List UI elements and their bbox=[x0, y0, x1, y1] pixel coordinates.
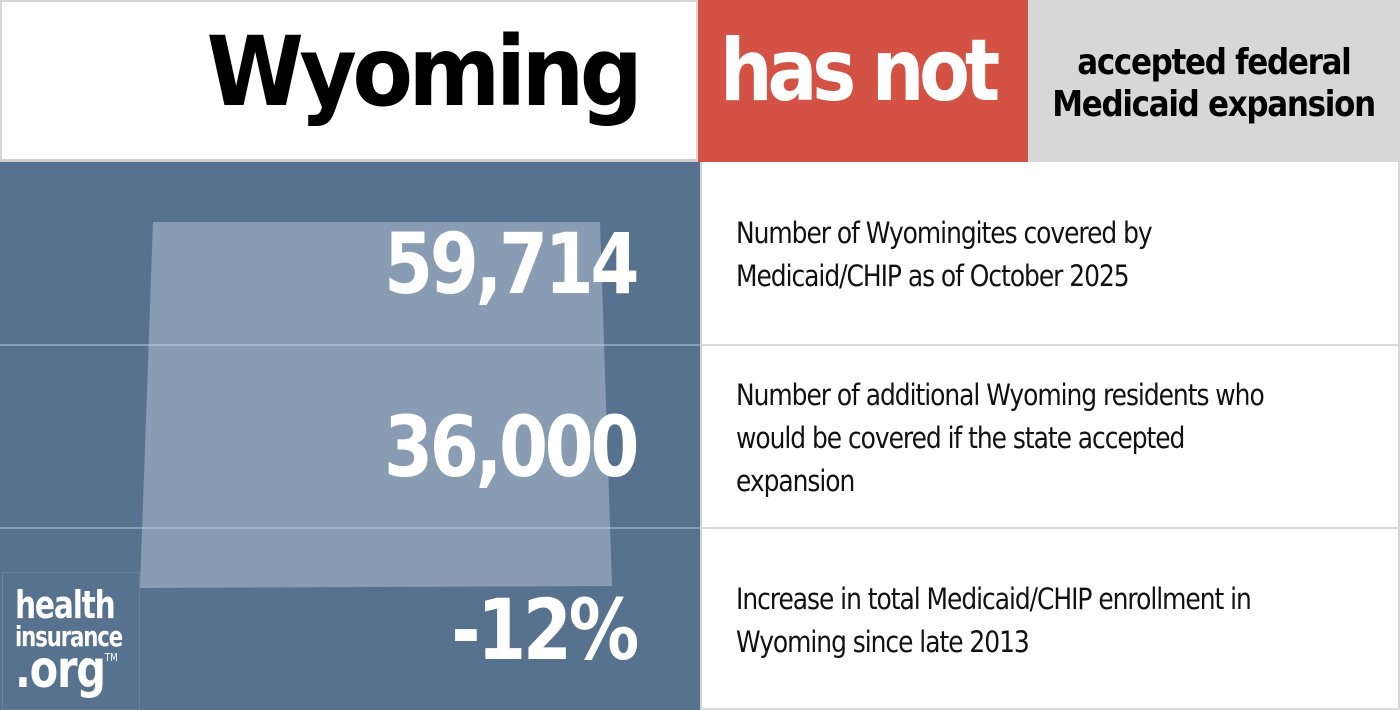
stat-description-additional-coverage: Number of additional Wyoming residents w… bbox=[736, 378, 1265, 498]
stats-description-panel: Number of Wyomingites covered by Medicai… bbox=[700, 162, 1400, 710]
stat-value-additional-coverage: 36,000 bbox=[383, 398, 639, 496]
row-divider bbox=[0, 527, 700, 529]
state-name: Wyoming bbox=[206, 16, 642, 128]
status-description-line2: Medicaid expansion bbox=[1052, 84, 1377, 125]
stat-description-enrollment-change: Increase in total Medicaid/CHIP enrollme… bbox=[736, 581, 1252, 659]
expansion-status-badge: has not bbox=[698, 0, 1028, 162]
stat-value-current-enrollment: 59,714 bbox=[383, 215, 639, 313]
stat-description-row: Increase in total Medicaid/CHIP enrollme… bbox=[702, 529, 1400, 710]
status-description-line1: accepted federal bbox=[1077, 42, 1352, 83]
row-divider bbox=[0, 344, 700, 346]
wyoming-state-shape-icon bbox=[140, 222, 612, 588]
logo-text-health: health bbox=[15, 582, 116, 627]
state-name-header: Wyoming bbox=[0, 0, 698, 162]
stat-description-row: Number of additional Wyoming residents w… bbox=[702, 346, 1400, 529]
expansion-status-description: accepted federal Medicaid expansion bbox=[1028, 0, 1400, 162]
expansion-status-text: has not bbox=[720, 21, 1000, 121]
logo-org-label: .org bbox=[15, 640, 106, 701]
trademark-symbol: TM bbox=[104, 651, 118, 665]
stat-value-enrollment-change: -12% bbox=[451, 581, 639, 679]
logo-text-org: .org TM bbox=[15, 644, 118, 696]
stat-description-current-enrollment: Number of Wyomingites covered by Medicai… bbox=[736, 216, 1153, 293]
logo-text-insurance: insurance bbox=[15, 620, 123, 654]
healthinsurance-org-logo: health insurance .org TM bbox=[2, 572, 140, 710]
stats-value-panel: 59,714 36,000 -12% bbox=[0, 162, 700, 710]
stat-description-row: Number of Wyomingites covered by Medicai… bbox=[702, 162, 1400, 346]
